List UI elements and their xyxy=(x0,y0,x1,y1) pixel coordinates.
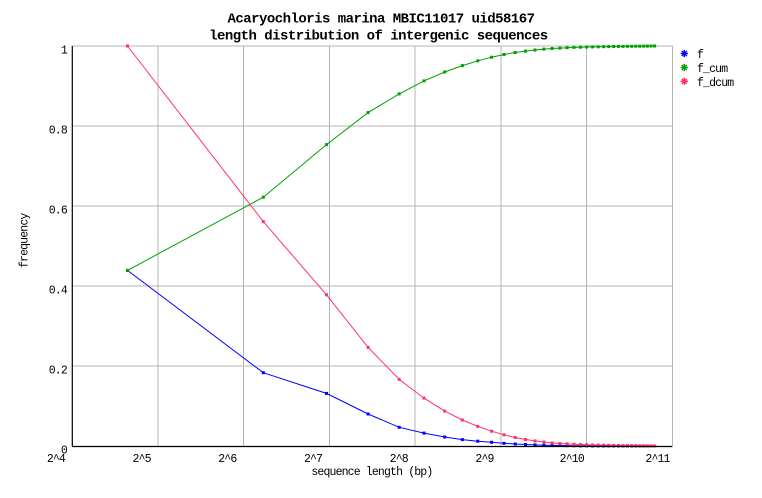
svg-text:2^9: 2^9 xyxy=(475,453,494,466)
svg-text:0.4: 0.4 xyxy=(49,284,68,297)
svg-text:frequency: frequency xyxy=(18,213,31,268)
svg-text:2^8: 2^8 xyxy=(390,453,409,466)
svg-text:0.8: 0.8 xyxy=(49,124,68,137)
svg-text:1: 1 xyxy=(61,44,68,57)
svg-text:0.2: 0.2 xyxy=(49,364,68,377)
svg-text:2^10: 2^10 xyxy=(560,453,585,466)
svg-text:f_cum: f_cum xyxy=(697,63,728,76)
svg-text:2^7: 2^7 xyxy=(304,453,322,466)
svg-text:0: 0 xyxy=(61,444,68,457)
svg-text:0.6: 0.6 xyxy=(49,204,68,217)
svg-text:2^11: 2^11 xyxy=(645,453,670,466)
svg-text:2^6: 2^6 xyxy=(218,453,237,466)
svg-text:f: f xyxy=(697,49,704,62)
svg-text:2^4: 2^4 xyxy=(47,453,66,466)
svg-text:f_dcum: f_dcum xyxy=(697,77,734,90)
svg-text:length distribution of interge: length distribution of intergenic sequen… xyxy=(209,28,548,44)
svg-text:2^5: 2^5 xyxy=(133,453,152,466)
svg-text:Acaryochloris marina MBIC11017: Acaryochloris marina MBIC11017 uid58167 xyxy=(228,12,535,28)
svg-text:sequence length (bp): sequence length (bp) xyxy=(311,466,432,479)
